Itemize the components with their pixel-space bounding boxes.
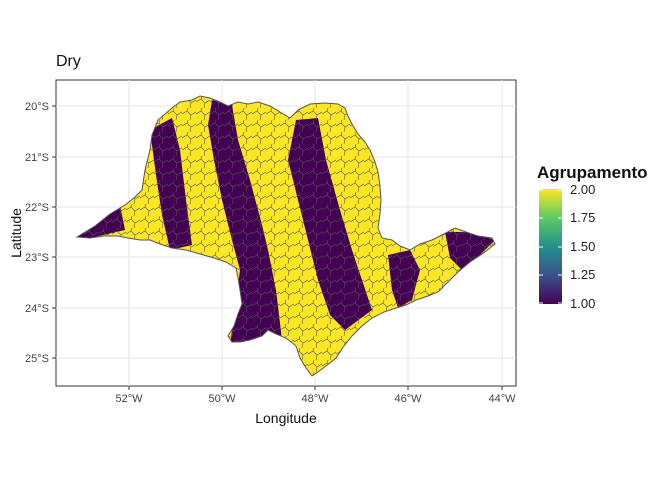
axis-ticks xyxy=(52,105,503,390)
legend-label: 1.00 xyxy=(570,296,596,311)
y-tick-label: 23°S xyxy=(25,252,49,264)
y-tick-label: 24°S xyxy=(25,303,49,315)
legend-colorbar xyxy=(539,189,562,304)
x-tick-label: 52°W xyxy=(115,393,143,405)
state-outline xyxy=(75,95,496,377)
x-tick-label: 44°W xyxy=(488,393,516,405)
y-tick-label: 25°S xyxy=(25,353,49,365)
legend-label: 1.50 xyxy=(570,239,596,254)
y-tick-label: 21°S xyxy=(25,152,49,164)
legend-title: Agrupamento xyxy=(537,163,648,182)
map-title: Dry xyxy=(56,53,81,70)
x-tick-label: 46°W xyxy=(394,393,422,405)
y-tick-label: 22°S xyxy=(25,202,49,214)
y-axis-title: Latitude xyxy=(8,208,24,258)
legend-ticks xyxy=(539,189,562,304)
x-axis-title: Longitude xyxy=(255,410,317,426)
legend-label: 1.75 xyxy=(570,210,596,225)
legend-label: 1.25 xyxy=(570,267,596,282)
legend-label: 2.00 xyxy=(570,182,596,197)
x-tick-label: 50°W xyxy=(208,393,236,405)
y-tick-label: 20°S xyxy=(25,101,49,113)
x-tick-label: 48°W xyxy=(301,393,329,405)
